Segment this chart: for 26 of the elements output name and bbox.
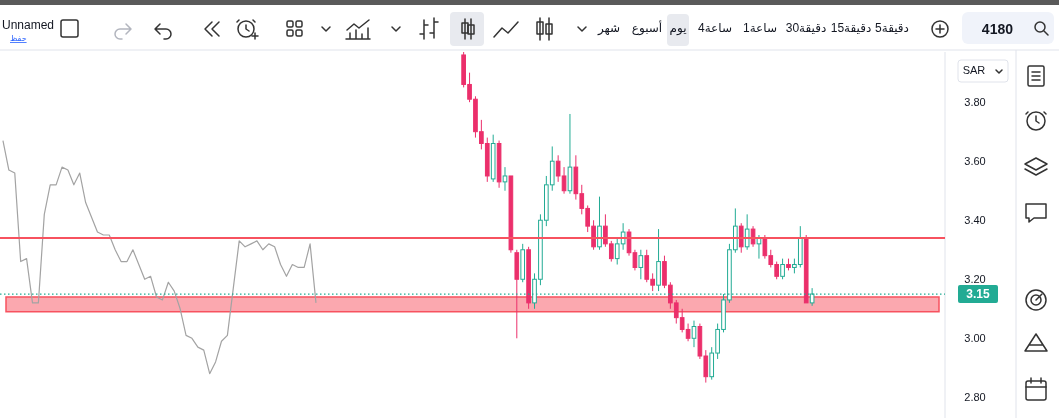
y-tick-label: 3.80 — [964, 96, 986, 109]
text: 4ساعة — [698, 21, 732, 35]
candlestick — [756, 234, 762, 260]
text: Unnamed — [2, 18, 55, 32]
text: يوم — [669, 21, 687, 36]
candlestick — [597, 196, 602, 251]
text: 15دقيقة — [830, 21, 872, 35]
text: 5دقيقة — [875, 21, 909, 35]
text: أسبوع — [631, 20, 663, 36]
y-tick-label: 3.60 — [964, 155, 986, 168]
y-tick-label: 3.20 — [964, 273, 986, 286]
candlestick — [496, 140, 502, 189]
text: شهر — [596, 21, 621, 36]
candlestick — [502, 166, 508, 192]
y-tick-label: 3.00 — [964, 332, 986, 345]
ref-line-label: 3.15 — [966, 287, 990, 302]
line-series — [2, 139, 317, 375]
text: 4180 — [981, 21, 1014, 37]
candlestick — [567, 113, 573, 195]
y-tick-label: 2.80 — [964, 391, 986, 404]
text: 30دقيقة — [785, 21, 827, 35]
candlestick — [744, 213, 750, 251]
text: 1ساعة — [743, 21, 777, 35]
y-tick-label: 3.40 — [964, 214, 986, 227]
text: حفظ — [10, 34, 27, 43]
text: SAR — [962, 64, 986, 76]
